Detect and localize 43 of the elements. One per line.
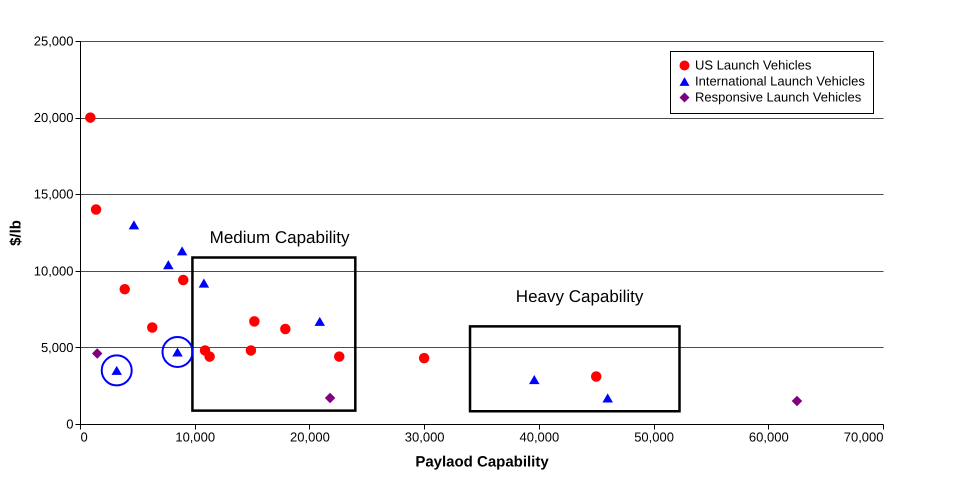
point	[324, 392, 336, 404]
point	[176, 246, 188, 256]
x-tick-label: 30,000	[404, 430, 445, 444]
point	[246, 345, 256, 356]
annotation: Medium Capability	[210, 228, 350, 247]
y-tick-label: 20,000	[34, 110, 74, 126]
point	[147, 322, 158, 333]
x-tick-label: 40,000	[519, 430, 560, 444]
point	[204, 351, 215, 362]
legend-label: Responsive Launch Vehicles	[695, 90, 862, 104]
x-tick-label: 60,000	[748, 430, 789, 444]
y-tick-label: 25,000	[34, 34, 74, 48]
x-tick-label: 10,000	[175, 430, 216, 444]
point	[418, 352, 430, 364]
x-tick-label: 50,000	[634, 430, 674, 444]
x-tick-label: 20,000	[290, 430, 330, 444]
point	[280, 324, 291, 334]
legend-label: US Launch Vehicles	[695, 58, 812, 72]
x-axis-title: Paylaod Capability	[415, 454, 550, 470]
point	[163, 260, 174, 270]
point	[314, 316, 325, 326]
y-tick-label: 0	[66, 416, 74, 432]
point	[249, 316, 260, 327]
y-axis-title: $/lb	[8, 220, 25, 246]
y-tick-label: 15,000	[34, 186, 74, 202]
x-tick-label: 70,000	[844, 430, 884, 444]
point	[128, 220, 140, 230]
point	[334, 351, 344, 362]
point	[85, 112, 96, 123]
y-tick-label: 5,000	[40, 340, 74, 355]
point	[602, 393, 613, 402]
y-tick-label: 10,000	[34, 263, 74, 278]
point	[119, 284, 130, 294]
annotation: Heavy Capability	[516, 286, 644, 306]
point	[792, 396, 802, 406]
x-tick-label: 0	[80, 430, 88, 444]
point	[529, 375, 540, 384]
point	[92, 348, 102, 359]
point	[590, 371, 602, 382]
point	[178, 274, 188, 286]
point	[198, 278, 210, 288]
point	[90, 204, 102, 215]
legend-label: International Launch Vehicles	[695, 74, 866, 88]
